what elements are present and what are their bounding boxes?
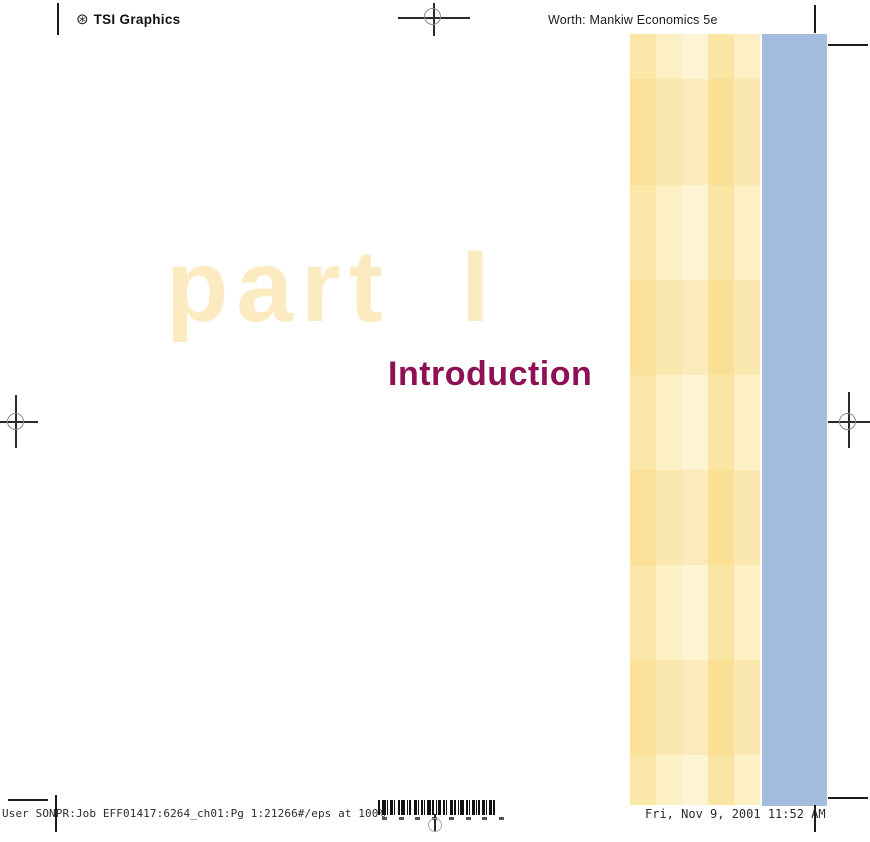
registration-mark-right [828,392,870,448]
registration-mark-top-center [398,3,470,36]
barcode [378,800,495,815]
yellow-plaid-band [630,34,760,805]
crop-mark-top-right-vertical [814,5,816,33]
footer-job-info: User SONPR:Job EFF01417:6264_ch01:Pg 1:2… [2,807,386,820]
printer-logo-label: TSI Graphics [93,12,181,27]
job-slug-text: Worth: Mankiw Economics 5e [548,13,718,27]
part-title-heading: Introduction [388,355,593,393]
crop-mark-bottom-left-vertical [55,795,57,832]
crop-mark-bottom-left-horizontal [8,799,48,801]
blue-band [762,34,827,806]
crop-mark-bottom-right-vertical [814,805,816,832]
printer-logo: ⊛ TSI Graphics [76,12,180,27]
part-number-heading: part I [166,229,498,343]
tsi-logo-icon: ⊛ [76,11,89,28]
footer-datetime: Fri, Nov 9, 2001 11:52 AM [645,807,826,821]
crop-mark-top-right-horizontal [828,44,868,46]
registration-mark-bottom-center [427,814,443,832]
registration-mark-left [0,395,38,448]
barcode-digit-marks [382,817,504,820]
crop-mark-top-left [57,3,59,35]
crop-mark-bottom-right-horizontal [828,797,868,799]
